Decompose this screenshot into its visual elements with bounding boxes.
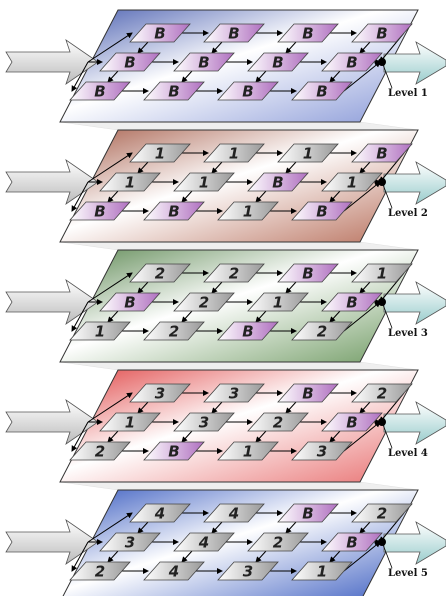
level-connector	[60, 242, 418, 250]
cell-label: 3	[125, 534, 135, 552]
cell-label: 2	[229, 265, 239, 283]
cell-label: B	[346, 54, 357, 72]
cell-label: 1	[155, 145, 165, 163]
cell-label: B	[198, 54, 209, 72]
cell-label: B	[316, 203, 327, 221]
level-connector	[60, 362, 418, 370]
cell-label: 2	[377, 505, 387, 523]
cell-label: B	[154, 25, 165, 43]
cell-label: B	[272, 174, 283, 192]
cell-label: 1	[347, 174, 357, 192]
level-label: Level 1	[388, 88, 428, 99]
cell-label: 1	[199, 174, 209, 192]
level-connector	[60, 482, 418, 490]
cell-label: 3	[317, 443, 327, 461]
cell-label: B	[168, 203, 179, 221]
cell-label: 2	[273, 414, 283, 432]
cell-label: 4	[198, 534, 209, 552]
cell-label: B	[228, 25, 239, 43]
cell-label: 3	[199, 414, 209, 432]
cell-label: B	[346, 534, 357, 552]
cell-label: 3	[243, 563, 253, 581]
cell-label: 1	[95, 323, 105, 341]
level-label: Level 2	[388, 208, 428, 219]
cell-label: 2	[199, 294, 209, 312]
cell-label: B	[272, 54, 283, 72]
cell-label: 1	[229, 145, 239, 163]
cell-label: 4	[228, 505, 239, 523]
cell-label: 2	[169, 323, 179, 341]
cell-label: 1	[243, 443, 253, 461]
level: Level 5 4 4 B 2 3 4 2 B 2 4 3 1	[6, 490, 446, 596]
cell-label: B	[124, 294, 135, 312]
level-label: Level 5	[388, 568, 428, 579]
cell-label: B	[242, 83, 253, 101]
cell-label: 3	[229, 385, 239, 403]
cell-label: 2	[155, 265, 165, 283]
cell-label: 1	[317, 563, 327, 581]
cell-label: 1	[377, 265, 387, 283]
cell-label: B	[302, 265, 313, 283]
cell-label: B	[94, 83, 105, 101]
cell-label: 3	[155, 385, 165, 403]
level-connector	[60, 122, 418, 130]
cell-label: B	[302, 505, 313, 523]
level: Level 1 B B B B B B B B B B B B	[6, 10, 446, 122]
cell-label: B	[168, 443, 179, 461]
cell-label: 2	[95, 443, 105, 461]
level-label: Level 3	[388, 328, 428, 339]
cell-label: B	[376, 25, 387, 43]
cell-label: 1	[243, 203, 253, 221]
cell-label: B	[242, 323, 253, 341]
cell-label: 2	[95, 563, 105, 581]
cell-label: 4	[154, 505, 165, 523]
cell-label: 2	[273, 534, 283, 552]
level-label: Level 4	[388, 448, 428, 459]
level: Level 4 3 3 B 2 1 3 2 B 2 B 1 3	[6, 370, 446, 482]
cell-label: B	[302, 25, 313, 43]
cell-label: B	[376, 145, 387, 163]
cell-label: B	[302, 385, 313, 403]
cell-label: B	[94, 203, 105, 221]
cell-label: 2	[317, 323, 327, 341]
cell-label: B	[316, 83, 327, 101]
level: Level 2 1 1 1 B 1 1 B 1 B B 1 B	[6, 130, 446, 242]
cell-label: B	[124, 54, 135, 72]
cell-label: 1	[125, 414, 135, 432]
cell-label: 1	[273, 294, 283, 312]
cell-label: B	[346, 294, 357, 312]
cell-label: B	[346, 414, 357, 432]
cell-label: 1	[303, 145, 313, 163]
cell-label: 2	[377, 385, 387, 403]
cell-label: B	[168, 83, 179, 101]
cell-label: 1	[125, 174, 135, 192]
cell-label: 4	[168, 563, 179, 581]
diagram: Level 1BBBBBBBBBBBBLevel 2111B11B1BB1BLe…	[0, 0, 446, 596]
level: Level 3 2 2 B 1 B 2 1 B 1 2 B 2	[6, 250, 446, 362]
